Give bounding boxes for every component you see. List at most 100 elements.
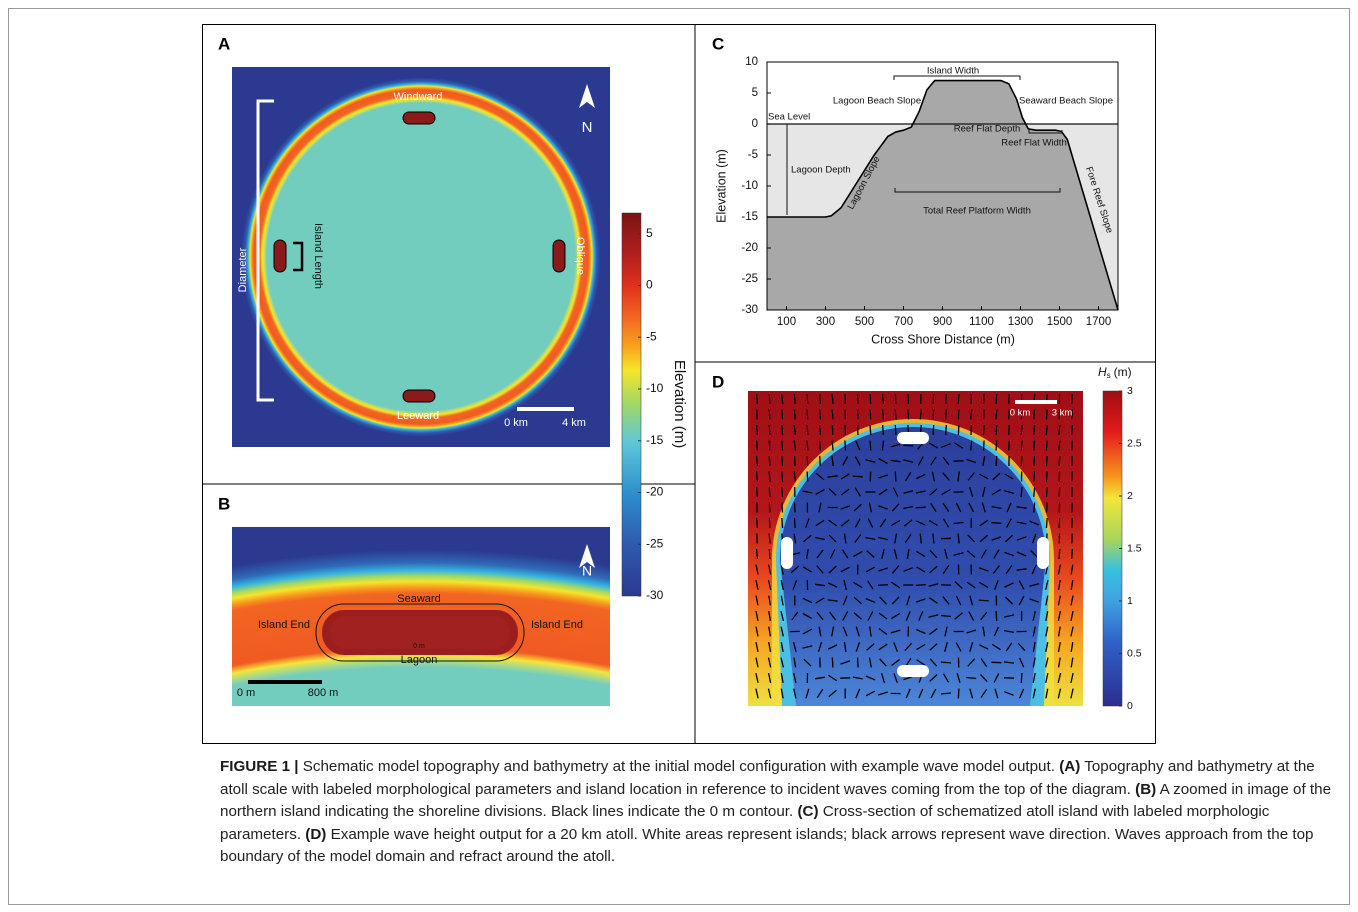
label: Seaward [397, 593, 440, 605]
wave-arrow [915, 583, 926, 587]
wave-arrow [894, 409, 897, 420]
wave-arrow [942, 472, 950, 481]
wave-arrow [893, 642, 899, 652]
wave-arrow [1032, 626, 1036, 637]
wave-arrow [1045, 595, 1049, 606]
wave-arrow [1071, 393, 1073, 405]
annotation: Total Reef Platform Width [923, 206, 1031, 217]
wave-arrow [840, 519, 850, 527]
annotation: Lagoon Depth [791, 165, 851, 176]
wave-arrow [916, 659, 926, 666]
wave-arrow [978, 567, 989, 572]
wave-arrow [780, 579, 784, 591]
wave-arrow [1057, 641, 1061, 653]
wave-arrow [892, 487, 899, 497]
wave-arrow [768, 610, 772, 622]
wave-arrow [1003, 629, 1015, 634]
wave-arrow [1033, 409, 1036, 420]
wave-arrow [1057, 595, 1062, 606]
wave-arrow [755, 657, 759, 668]
wave-arrow [1031, 564, 1037, 575]
wave-map [748, 391, 1083, 706]
wave-arrow [853, 596, 862, 605]
wave-arrow [768, 409, 771, 420]
caption: FIGURE 1 | Schematic model topography an… [220, 756, 1342, 869]
wave-arrow [956, 673, 961, 683]
wave-arrow [1070, 610, 1074, 622]
wave-arrow [891, 596, 900, 605]
wave-arrow [877, 584, 889, 586]
wave-arrow [881, 549, 885, 559]
wave-arrow [867, 518, 874, 528]
scale-label: 0 km [1010, 408, 1031, 419]
wave-arrow [942, 456, 950, 466]
wave-arrow [790, 565, 799, 574]
colorbar-label: Elevation (m) [671, 360, 688, 448]
caption-text: A zoomed in image of the northern island… [220, 780, 1332, 821]
wave-arrow [806, 393, 809, 405]
wave-arrow [1045, 502, 1048, 513]
wave-arrow [1058, 424, 1061, 436]
wave-arrow [903, 490, 914, 494]
wave-arrow [802, 628, 813, 635]
wave-arrow [942, 673, 950, 683]
wave-arrow [1045, 517, 1048, 529]
north-arrow [579, 84, 595, 108]
wave-arrow [878, 457, 888, 465]
colorbar-tick-label: 1 [1127, 595, 1133, 607]
y-tick-label: -30 [741, 304, 758, 316]
wave-arrow [843, 533, 847, 544]
y-tick-label: -15 [741, 211, 758, 223]
panel-letter: A [218, 34, 230, 53]
wave-arrow [1030, 550, 1039, 558]
wave-arrow [755, 688, 759, 699]
atoll-map [232, 67, 610, 447]
wave-arrow [1016, 521, 1027, 525]
wave-arrow [768, 455, 771, 467]
wave-arrow [966, 458, 977, 464]
wave-arrow [981, 486, 986, 498]
wave-arrow [827, 475, 838, 478]
wave-arrow [1058, 548, 1061, 560]
wave-arrow [755, 641, 759, 653]
wave-arrow [1033, 424, 1036, 436]
wave-arrow [1004, 534, 1014, 543]
y-tick-label: -25 [741, 273, 758, 285]
wave-arrow [940, 614, 952, 618]
wave-arrow [755, 610, 759, 622]
north-arrow [579, 544, 595, 568]
colorbar-tick-label: 5 [646, 226, 653, 240]
wave-arrow [803, 658, 812, 667]
wave-arrow [1017, 642, 1026, 652]
wave-arrow [1070, 626, 1074, 637]
label: Lagoon [401, 654, 438, 666]
wave-arrow [955, 642, 962, 652]
wave-arrow [1004, 596, 1014, 605]
wave-arrow [1004, 691, 1014, 696]
wave-arrow [853, 581, 863, 589]
x-tick-label: 500 [855, 316, 874, 328]
wave-arrow [890, 612, 901, 620]
wave-arrow [817, 642, 823, 652]
wave-arrow [1045, 672, 1049, 684]
wave-arrow [828, 534, 837, 543]
contour-label: 0 m [413, 643, 425, 650]
wave-arrow [894, 533, 898, 544]
wave-arrow [879, 658, 887, 667]
wave-arrow [793, 393, 796, 405]
wave-arrow [932, 424, 935, 436]
island [897, 665, 929, 677]
wave-arrow [890, 629, 901, 634]
wave-arrow [856, 393, 859, 405]
x-tick-label: 1100 [969, 316, 994, 328]
wave-arrow [957, 688, 960, 699]
wave-arrow [1019, 688, 1025, 699]
symbol: H [1098, 365, 1107, 379]
colorbar-tick-label: 0.5 [1127, 647, 1142, 659]
caption-text: Cross-section of schematized atoll islan… [220, 803, 1270, 843]
wave-arrow [881, 440, 885, 451]
wave-arrow [854, 534, 862, 543]
wave-arrow [942, 596, 950, 605]
island [897, 432, 929, 444]
wave-arrow [982, 455, 986, 467]
